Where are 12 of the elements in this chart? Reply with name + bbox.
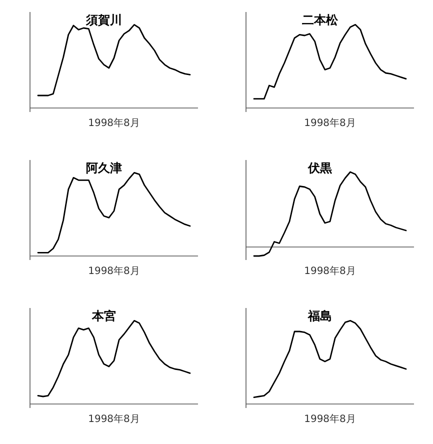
- chart-title: 本宮: [91, 309, 116, 323]
- chart-title: 阿久津: [86, 161, 122, 175]
- chart-title: 須賀川: [85, 13, 122, 27]
- x-axis-title: 1998年8月: [304, 117, 356, 129]
- x-axis-title: 1998年8月: [88, 117, 140, 129]
- x-axis-title: 1998年8月: [304, 413, 356, 425]
- x-axis-title: 1998年8月: [88, 413, 140, 425]
- x-axis-title: 1998年8月: [88, 265, 140, 277]
- x-axis-title: 1998年8月: [304, 265, 356, 277]
- chart-title: 伏黒: [307, 161, 333, 175]
- chart-title: 二本松: [302, 13, 339, 27]
- chart-title: 福島: [307, 309, 332, 323]
